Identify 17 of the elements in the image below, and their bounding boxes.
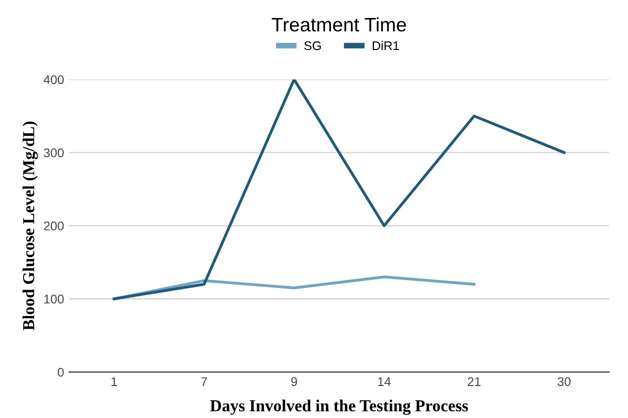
x-tick-label: 30 (558, 377, 571, 386)
y-tick-label: 300 (44, 148, 64, 158)
y-tick-label: 100 (44, 294, 64, 304)
x-tick-label: 14 (378, 377, 391, 386)
y-tick-label: 400 (44, 75, 64, 84)
x-tick-label: 7 (201, 377, 207, 386)
line-series (112, 79, 566, 300)
legend-label: DiR1 (372, 40, 399, 50)
chart-title: Treatment Time (272, 17, 406, 32)
x-tick-label: 9 (291, 377, 297, 386)
y-axis-title: Blood Glucose Level (Mg/dL) (22, 122, 38, 330)
legend-label: SG (304, 41, 321, 50)
x-tick-label: 21 (468, 377, 480, 386)
x-tick-label: 1 (112, 377, 117, 386)
y-tick-label: 0 (58, 368, 64, 377)
x-axis-title: Days Involved in the Testing Process (210, 400, 468, 415)
y-tick-label: 200 (44, 222, 64, 230)
